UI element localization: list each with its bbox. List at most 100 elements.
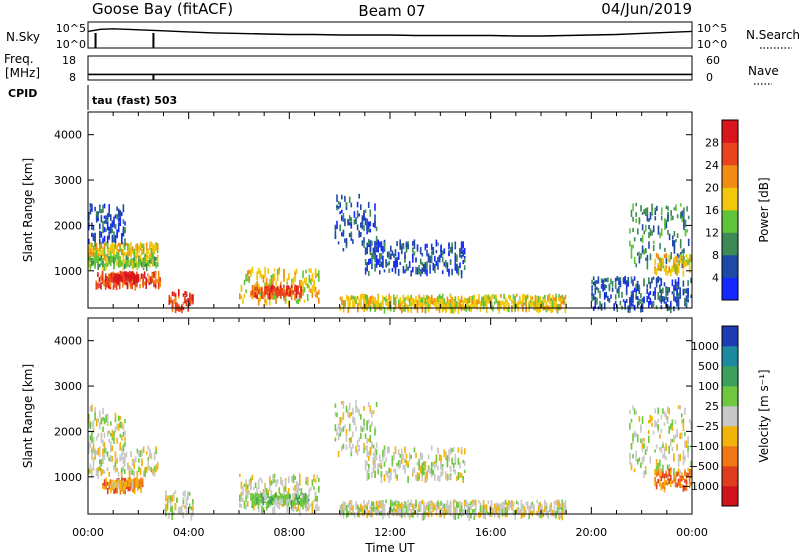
velocity-cell-80 <box>124 469 126 475</box>
power-cell-2002 <box>685 254 688 258</box>
power-cell-1084 <box>350 295 353 301</box>
power-cell-622 <box>122 226 125 232</box>
velocity-cell-1390 <box>372 459 375 465</box>
velocity-panel-frame <box>87 317 693 515</box>
velocity-cell-449 <box>245 490 247 496</box>
power-cell-86 <box>122 241 125 248</box>
power-cell-1024 <box>355 217 357 225</box>
velocity-cell-1207 <box>493 503 496 508</box>
power-cell-1227 <box>418 294 420 299</box>
velocity-cell-976 <box>393 506 395 515</box>
velocity-cell-1638 <box>655 458 658 466</box>
velocity-cell-1154 <box>468 513 471 521</box>
velocity-cell-1551 <box>451 457 453 465</box>
power-cell-953 <box>289 291 291 297</box>
power-cell-936 <box>284 289 287 293</box>
velocity-cell-761 <box>334 424 337 432</box>
power-cell-688 <box>245 289 247 293</box>
power-cell-982 <box>336 206 338 211</box>
power-cell-1187 <box>396 294 398 299</box>
power-cell-2025 <box>594 296 597 300</box>
power-cell-1246 <box>426 301 428 306</box>
velocity-cell-700 <box>287 493 290 501</box>
velocity-cell-440 <box>240 498 243 502</box>
power-cell-1480 <box>531 300 534 307</box>
power-cell-354 <box>111 272 113 277</box>
power-cell-30 <box>99 253 101 261</box>
power-cell-741 <box>269 283 271 289</box>
velocity-cell-1541 <box>446 459 449 466</box>
power-cell-1805 <box>630 244 633 251</box>
velocity-cell-960 <box>383 511 386 515</box>
velocity-cell-106 <box>138 466 140 473</box>
power-cell-1234 <box>421 302 424 307</box>
power-cell-1461 <box>522 299 524 303</box>
power-cell-1355 <box>470 303 472 311</box>
power-cell-929 <box>281 287 284 292</box>
velocity-cell-1649 <box>657 462 659 470</box>
power-cell-669 <box>187 307 189 312</box>
power-cell-1382 <box>484 294 486 298</box>
velocity-cell-1271 <box>522 504 524 511</box>
power-cell-923 <box>279 285 282 291</box>
power-cell-1073 <box>342 302 345 309</box>
velocity-cell-311 <box>97 418 99 423</box>
velocity-cell-1720 <box>684 432 686 437</box>
velocity-cell-749 <box>304 500 307 508</box>
power-cell-1846 <box>646 254 649 262</box>
velocity-cell-664 <box>268 496 271 501</box>
velocity-cell-1679 <box>670 438 672 447</box>
velocity-cell-1276 <box>525 509 527 514</box>
power-cell-126 <box>141 243 143 249</box>
power-cell-1965 <box>670 268 672 277</box>
power-cell-1736 <box>435 250 438 254</box>
velocity-cell-797 <box>350 447 353 451</box>
velocity-cell-1401 <box>375 456 378 461</box>
velocity-cell-1783 <box>677 478 680 483</box>
velocity-cell-1450 <box>402 464 405 470</box>
power-cell-641 <box>174 293 177 300</box>
power-cell-1404 <box>493 301 496 305</box>
velocity-cell-778 <box>342 443 345 448</box>
power-cell-1605 <box>377 239 379 245</box>
power-cell-105 <box>130 250 132 257</box>
power-cell-2077 <box>619 283 622 288</box>
velocity-cell-325 <box>102 426 104 433</box>
velocity-cell-1531 <box>441 464 444 468</box>
power-cell-456 <box>157 282 160 289</box>
power-cell-195 <box>103 263 106 271</box>
power-cell-101 <box>128 243 131 252</box>
power-cell-139 <box>149 241 151 248</box>
power-cell-1439 <box>512 294 515 300</box>
velocity-cell-1131 <box>459 500 461 509</box>
velocity-cell-562 <box>295 480 298 489</box>
power-cell-2192 <box>670 303 672 307</box>
power-cell-1984 <box>676 256 678 263</box>
power-cell-1925 <box>683 211 685 219</box>
velocity-cell-765 <box>337 433 340 441</box>
power-cell-1128 <box>368 300 370 307</box>
power-cell-1267 <box>434 301 436 307</box>
power-cell-654 <box>181 306 183 314</box>
power-cell-2139 <box>646 288 648 295</box>
power-cell-1608 <box>379 263 381 268</box>
velocity-cell-1807 <box>688 469 691 475</box>
power-cell-2187 <box>666 297 669 302</box>
power-cell-2174 <box>660 295 663 299</box>
power-cell-1832 <box>641 212 644 216</box>
velocity-cell-989 <box>397 501 400 506</box>
velocity-ytick-label-3: 4000 <box>54 335 82 348</box>
power-cell-636 <box>171 291 174 297</box>
power-cell-526 <box>136 276 139 283</box>
velocity-cell-637 <box>259 493 261 499</box>
velocity-cell-1386 <box>369 446 372 455</box>
power-cell-1415 <box>498 302 501 307</box>
power-cell-1792 <box>460 247 463 251</box>
velocity-cell-1684 <box>671 419 674 427</box>
power-cell-644 <box>174 302 177 310</box>
velocity-cell-1294 <box>536 511 538 516</box>
power-cell-814 <box>302 281 304 289</box>
power-cell-1051 <box>367 201 370 208</box>
power-cell-1809 <box>632 203 634 211</box>
power-cell-553 <box>97 214 99 222</box>
